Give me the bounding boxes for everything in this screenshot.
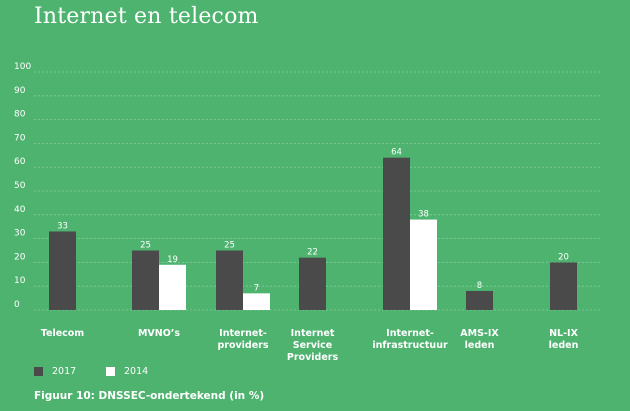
y-tick-label: 10 [14, 276, 26, 286]
x-category-label: Internet- infrastructuur [372, 328, 448, 351]
legend-swatch-2014 [106, 367, 115, 376]
y-tick-label: 100 [14, 62, 31, 72]
bar-value-label: 8 [477, 281, 482, 291]
bar-value-label: 22 [307, 248, 318, 258]
figure-caption: Figuur 10: DNSSEC-ondertekend (in %) [34, 390, 265, 402]
y-tick-label: 80 [14, 110, 26, 120]
bar-2014 [410, 219, 437, 310]
x-category-label: MVNO’s [137, 328, 181, 339]
y-tick-label: 40 [14, 205, 26, 215]
bar-value-label: 25 [224, 241, 235, 251]
x-category-label: Internet- providers [217, 328, 269, 351]
x-category-label: Telecom [40, 328, 85, 339]
x-category-label: AMS-IX leden [460, 328, 499, 351]
bar-2017 [216, 250, 243, 310]
y-tick-label: 60 [14, 157, 26, 167]
page-title: Internet en telecom [34, 4, 259, 29]
bar-value-label: 38 [418, 210, 429, 220]
bar-2017 [299, 257, 326, 310]
legend-label-2017: 2017 [52, 366, 77, 377]
bar-2017 [466, 290, 493, 310]
legend-item-2017: 2017 [34, 366, 76, 377]
bar-2014 [159, 264, 186, 310]
y-tick-label: 0 [14, 300, 20, 310]
bar-value-label: 33 [57, 221, 68, 231]
bar-value-label: 19 [167, 255, 178, 265]
x-category-label: Internet Service Providers [286, 328, 339, 363]
legend-item-2014: 2014 [106, 366, 148, 377]
legend-label-2014: 2014 [124, 366, 149, 377]
bar-value-label: 20 [558, 252, 569, 262]
y-tick-label: 50 [14, 181, 26, 191]
y-tick-label: 30 [14, 229, 26, 239]
bars [49, 157, 577, 310]
y-tick-label: 20 [14, 252, 26, 262]
legend-swatch-2017 [34, 367, 43, 376]
bar-value-label: 25 [140, 241, 151, 251]
y-tick-label: 70 [14, 133, 26, 143]
y-axis-ticks: 0 10 20 30 40 50 60 70 80 90 100 [14, 62, 31, 310]
y-tick-label: 90 [14, 86, 26, 96]
bar-value-label: 64 [391, 148, 402, 158]
x-category-label: NL-IX leden [548, 328, 579, 351]
bar-value-label: 7 [254, 283, 259, 293]
bar-2017 [383, 157, 410, 310]
bar-2017 [550, 262, 577, 310]
bar-2017 [49, 231, 76, 310]
bar-2014 [243, 293, 270, 310]
bar-2017 [132, 250, 159, 310]
data-labels: 33 25 19 25 7 22 64 38 8 20 [57, 148, 569, 294]
